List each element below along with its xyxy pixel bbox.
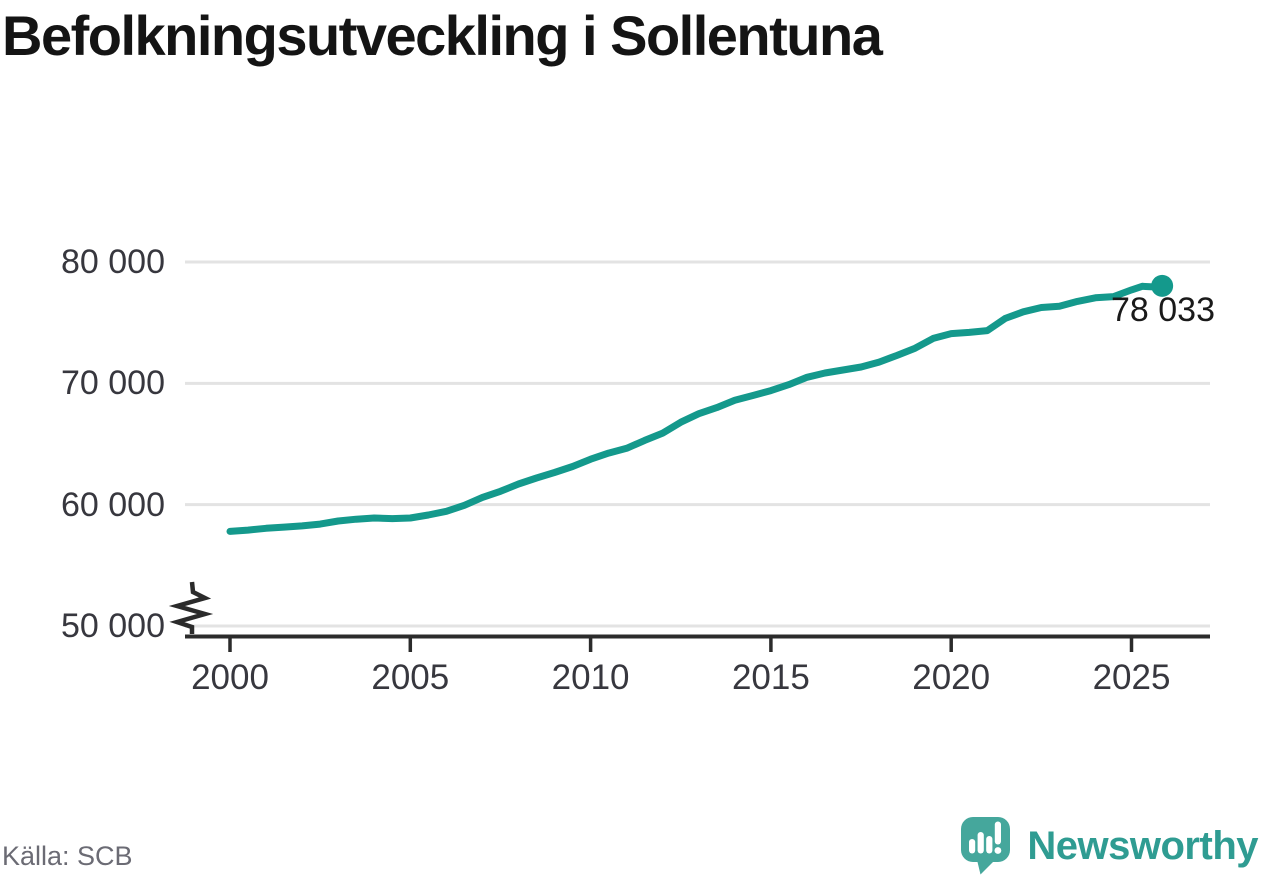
y-axis-label: 80 000 [61, 243, 165, 281]
population-line [226, 282, 1166, 535]
x-axis-label: 2000 [191, 658, 269, 697]
x-axis-label: 2015 [731, 658, 810, 697]
source-credit: Källa: SCB [2, 841, 133, 871]
x-axis-label: 2010 [551, 658, 630, 697]
latest-value-label: 78 033 [1111, 291, 1215, 329]
x-axis-label: 2020 [912, 658, 991, 697]
y-axis-label: 70 000 [61, 364, 165, 403]
axis-break-zigzag [168, 581, 214, 634]
brand-name: Newsworthy [1027, 824, 1258, 868]
latest-point-dot [1151, 274, 1174, 297]
x-axis-label: 2005 [371, 658, 450, 697]
chart-title: Befolkningsutveckling i Sollentuna [2, 4, 883, 67]
y-axis-label: 50 000 [61, 607, 165, 645]
newsworthy-logo: Newsworthy [960, 815, 1258, 877]
x-axis-label: 2025 [1092, 658, 1171, 697]
y-axis-label: 60 000 [61, 485, 165, 524]
newsworthy-speech-bubble-bar-chart-icon [961, 817, 1011, 875]
